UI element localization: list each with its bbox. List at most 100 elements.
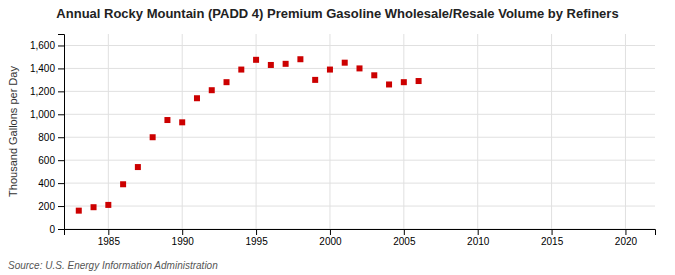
tick-mark [182,229,183,235]
tick-mark [58,183,64,184]
title: Annual Rocky Mountain (PADD 4) Premium G… [56,6,618,21]
point [224,79,230,85]
point [209,87,215,93]
grid-line [329,34,330,229]
tick-mark [58,91,64,92]
grid-line [108,34,109,229]
tick: 1990 [172,229,195,247]
tick-label: 0 [49,224,55,235]
grid-line [64,160,655,161]
point [150,134,156,140]
grid-line [477,34,478,229]
tick-label: 800 [38,132,55,143]
tick-mark [58,137,64,138]
chart: 1985 1990 1995 2000 2005 2010 2015 2020 0 200 400 6… [0,0,675,275]
point [135,164,141,170]
points [76,56,422,213]
tick: 1,200 [30,86,64,97]
tick-mark [478,229,479,235]
y-axis: 0 200 400 600 800 1,000 1,200 1,400 1,600 [30,35,65,235]
point [342,60,348,66]
tick-mark [108,229,109,235]
tick: 1995 [245,229,268,247]
axis-line [65,230,656,236]
grid-line [64,114,655,115]
tick-label: 2005 [393,236,416,247]
tick-label: 1995 [245,236,268,247]
grid-line [64,183,655,184]
point [194,95,200,101]
tick: 2010 [467,229,490,247]
tick: 1985 [98,229,121,247]
point [179,119,185,125]
tick-label: 600 [38,155,55,166]
point [386,81,392,87]
point [238,67,244,73]
tick-label: 1,000 [30,109,55,120]
grid-line [403,34,404,229]
point [327,67,333,73]
point [91,204,97,210]
tick: 1,000 [30,109,64,120]
tick-label: 1,600 [30,40,55,51]
point [164,117,170,123]
tick: 0 [49,224,64,235]
tick-label: 2010 [467,236,490,247]
point [312,77,318,83]
point [401,79,407,85]
point [76,208,82,214]
grid-line [182,34,183,229]
tick-mark [58,206,64,207]
tick: 400 [38,178,64,189]
grid-line [551,34,552,229]
tick-mark [552,229,553,235]
point [283,61,289,67]
tick: 1,600 [30,40,64,51]
tick-mark [330,229,331,235]
tick-label: 2000 [319,236,342,247]
x-axis: 1985 1990 1995 2000 2005 2010 2015 2020 [65,229,656,247]
tick: 2020 [615,229,638,247]
tick-label: 400 [38,178,55,189]
axis-line [58,35,65,230]
tick-mark [58,229,64,230]
grid-line [64,206,655,207]
tick-mark [256,229,257,235]
point [120,181,126,187]
plot-area: 1985 1990 1995 2000 2005 2010 2015 2020 0 200 400 6… [30,34,656,247]
point [371,72,377,78]
tick: 200 [38,201,64,212]
tick: 1,400 [30,63,64,74]
point [268,62,274,68]
source: Source: U.S. Energy Information Administ… [8,260,218,271]
point [416,78,422,84]
tick-mark [58,45,64,46]
point [357,65,363,71]
tick-label: 1,200 [30,86,55,97]
tick: 600 [38,155,64,166]
tick: 2005 [393,229,416,247]
grid-line [256,34,257,229]
grid-line [64,45,655,46]
tick-label: 1985 [98,236,121,247]
y-axis-title: Thousand Gallons per Day [7,66,19,197]
grid [64,34,655,229]
tick-mark [58,68,64,69]
tick: 800 [38,132,64,143]
grid-line [625,34,626,229]
tick-mark [404,229,405,235]
tick-label: 1990 [172,236,195,247]
tick-label: 2020 [615,236,638,247]
tick-label: 2015 [541,236,564,247]
tick-label: 1,400 [30,63,55,74]
tick-label: 200 [38,201,55,212]
grid-line [64,91,655,92]
point [105,202,111,208]
point [253,57,259,63]
tick-mark [625,229,626,235]
tick: 2000 [319,229,342,247]
tick: 2015 [541,229,564,247]
point [297,56,303,62]
tick-mark [58,114,64,115]
tick-mark [58,160,64,161]
